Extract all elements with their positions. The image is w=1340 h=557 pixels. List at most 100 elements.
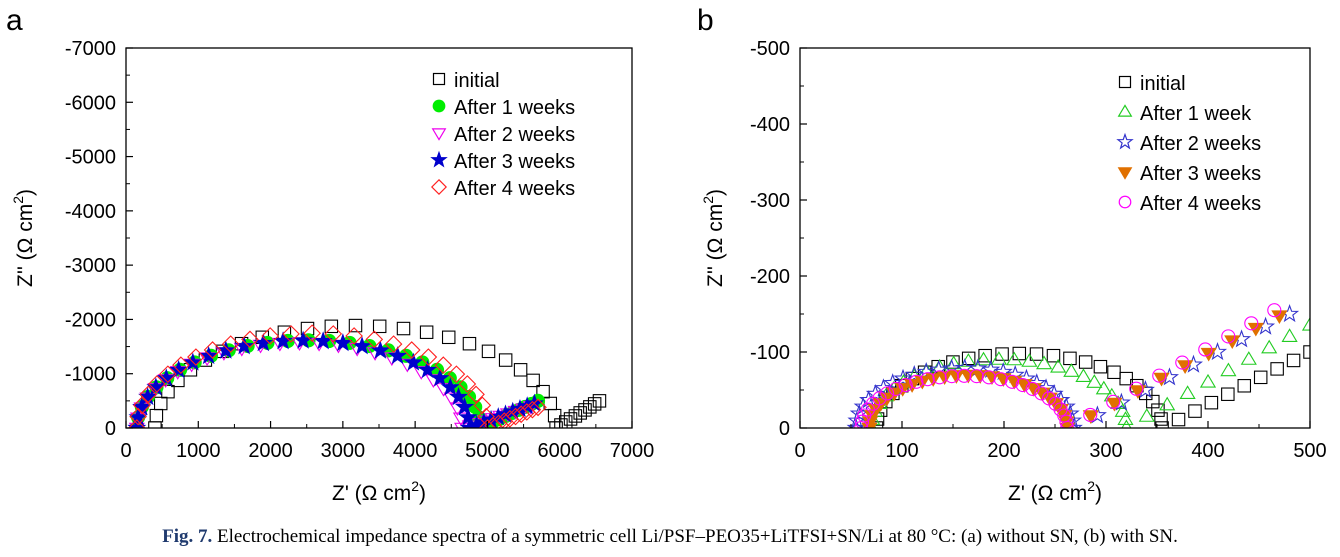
data-point: [1050, 358, 1067, 373]
y-tick-label: 0: [105, 418, 116, 440]
data-point: [241, 330, 259, 349]
data-point: [932, 370, 947, 385]
data-point: [936, 371, 953, 385]
data-point: [1059, 414, 1074, 428]
data-point: [1221, 329, 1236, 344]
data-point: [1152, 368, 1167, 383]
data-point: [1063, 351, 1077, 366]
data-point: [526, 373, 540, 388]
data-point: [458, 375, 477, 393]
y-tick-label: -500: [750, 38, 790, 60]
data-point: [261, 327, 280, 345]
data-point: [462, 336, 477, 351]
data-point: [1106, 394, 1121, 409]
data-point: [161, 384, 175, 399]
legend-marker: [1118, 195, 1132, 209]
data-point: [1029, 347, 1044, 361]
data-point: [348, 318, 363, 333]
data-point: [1153, 372, 1170, 387]
series-5: [128, 324, 547, 428]
data-point: [1021, 353, 1038, 367]
data-point: [909, 374, 924, 389]
data-point: [418, 360, 438, 379]
y-tick-label: -100: [750, 342, 790, 364]
legend-label: After 4 weeks: [454, 178, 575, 200]
data-point: [1075, 368, 1092, 383]
data-area: [127, 318, 607, 428]
data-point: [481, 344, 496, 359]
data-point: [440, 377, 460, 396]
x-axis-label: Z' (Ω cm2): [1008, 478, 1102, 505]
data-point: [149, 408, 164, 423]
data-point: [455, 397, 475, 416]
data-point: [1083, 407, 1098, 422]
y-tick-label: -4000: [65, 201, 116, 223]
data-point: [199, 346, 219, 365]
data-point: [1025, 381, 1040, 396]
data-point: [1267, 303, 1282, 318]
data-point: [498, 353, 513, 367]
data-point: [396, 321, 411, 336]
legend-label: After 2 weeks: [1140, 133, 1261, 155]
x-tick-label: 2000: [248, 440, 293, 462]
data-point: [1138, 408, 1155, 422]
data-point: [846, 417, 866, 428]
y-tick-label: -6000: [65, 92, 116, 114]
data-point: [384, 335, 403, 353]
data-point: [467, 385, 485, 404]
data-point: [961, 351, 976, 366]
data-point: [860, 402, 875, 417]
data-point: [1034, 386, 1049, 401]
data-point: [128, 419, 146, 428]
y-tick-label: -3000: [65, 255, 116, 277]
data-point: [944, 369, 959, 384]
x-axis-label: Z' (Ω cm2): [332, 478, 426, 505]
data-point: [993, 372, 1008, 387]
data-point: [995, 347, 1009, 361]
data-point: [1117, 411, 1134, 425]
data-point: [1220, 362, 1237, 377]
data-point: [883, 373, 903, 392]
data-point: [981, 370, 996, 385]
x-tick-label: 300: [1089, 440, 1122, 462]
chart-panel-b: b 0 100 200 300 400 500 0 -100 -200 -300 -400 -500 Z'…: [697, 4, 1327, 505]
data-point: [1046, 348, 1061, 363]
x-tick-label: 3000: [321, 440, 366, 462]
data-point: [587, 397, 602, 411]
data-point: [1093, 359, 1108, 374]
data-point: [1146, 394, 1160, 409]
caption-text: Electrochemical impedance spectra of a s…: [216, 526, 1178, 547]
x-tick-label: 4000: [393, 440, 438, 462]
data-point: [513, 363, 528, 377]
data-point: [1198, 342, 1213, 357]
data-point: [1005, 374, 1020, 389]
data-point: [1086, 374, 1103, 388]
y-tick-label: 0: [779, 418, 790, 440]
x-tick-label: 0: [120, 440, 131, 462]
data-point: [1179, 385, 1196, 400]
data-point: [388, 346, 408, 365]
data-point: [352, 336, 372, 355]
data-point: [1221, 387, 1235, 401]
caption-label: Fig. 7.: [162, 526, 213, 547]
data-point: [888, 381, 903, 396]
x-tick-label: 5000: [465, 440, 510, 462]
data-point: [132, 397, 152, 416]
data-point: [1082, 410, 1099, 425]
legend-marker: [431, 179, 447, 195]
data-point: [1159, 396, 1176, 411]
legend-label: After 1 week: [1140, 103, 1252, 125]
data-point: [419, 325, 434, 339]
legend-label: After 2 weeks: [454, 124, 575, 146]
data-point: [1175, 355, 1190, 370]
data-point: [1261, 339, 1278, 354]
data-point: [1154, 412, 1168, 426]
data-point: [169, 360, 189, 379]
y-axis-label: Z'' (Ω cm2): [700, 189, 727, 287]
data-point: [969, 369, 984, 384]
data-point: [1078, 355, 1093, 369]
data-point: [1107, 365, 1121, 380]
data-point: [1286, 353, 1301, 368]
data-point: [990, 351, 1007, 365]
legend-label: initial: [1140, 73, 1186, 95]
